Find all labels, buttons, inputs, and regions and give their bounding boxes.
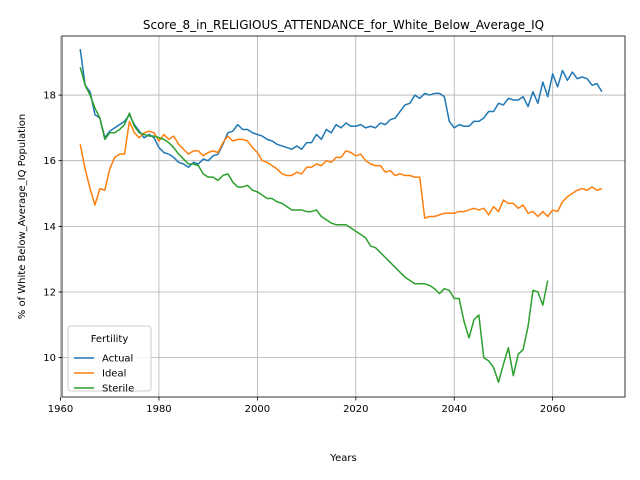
x-tick-label: 2000	[245, 404, 270, 415]
x-tick-label: 2020	[343, 404, 368, 415]
y-tick-label: 16	[43, 156, 56, 167]
legend-label-actual: Actual	[102, 354, 133, 365]
y-tick-label: 12	[43, 287, 56, 298]
series-line-ideal	[79, 120, 603, 219]
x-tick-label: 1960	[48, 404, 73, 415]
y-tick-label: 10	[43, 353, 56, 364]
series-layer	[79, 49, 603, 383]
plot-frame	[61, 35, 626, 398]
legend-label-sterile: Sterile	[102, 384, 134, 395]
legend-label-ideal: Ideal	[102, 369, 126, 380]
x-tick-label: 2040	[442, 404, 467, 415]
x-axis-label: Years	[329, 453, 356, 464]
legend-title: Fertility	[91, 334, 129, 345]
legend: Fertility Actual Ideal Sterile	[67, 325, 152, 395]
x-tick-label: 1980	[146, 404, 171, 415]
y-axis-label: % of White Below_Average_IQ Population	[17, 114, 28, 319]
y-tick-label: 18	[43, 91, 56, 102]
series-line-actual	[79, 49, 603, 169]
legend-entries: Actual Ideal Sterile	[74, 354, 134, 395]
y-axis: 10 12 14 16 18	[43, 91, 62, 364]
x-axis: 1960 1980 2000 2020 2040 2060	[48, 397, 565, 415]
legend-box	[67, 325, 152, 392]
series-line-sterile	[79, 66, 549, 383]
y-tick-label: 14	[43, 222, 56, 233]
x-tick-label: 2060	[540, 404, 565, 415]
chart-title: Score_8_in_RELIGIOUS_ATTENDANCE_for_Whit…	[143, 18, 544, 32]
